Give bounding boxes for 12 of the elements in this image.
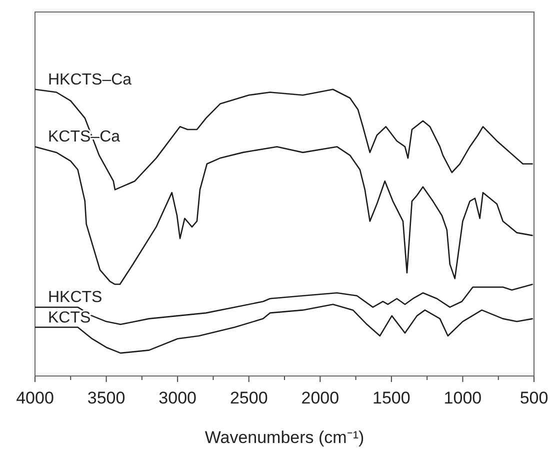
- x-tick-label: 1000: [444, 388, 482, 408]
- x-tick-label: 500: [520, 388, 548, 408]
- x-tick-label: 2000: [301, 388, 340, 408]
- x-tick-label: 3000: [158, 388, 196, 408]
- x-tick-label: 3500: [87, 388, 126, 408]
- x-tick-label: 2500: [230, 388, 268, 408]
- series-label: KCTS: [48, 309, 91, 326]
- x-tick-label: 4000: [16, 388, 54, 408]
- x-axis-title: Wavenumbers (cm⁻¹): [204, 428, 364, 447]
- series-label: HKCTS–Ca: [48, 71, 132, 88]
- x-tick-label: 1500: [372, 388, 410, 408]
- series-label: HKCTS: [48, 289, 102, 306]
